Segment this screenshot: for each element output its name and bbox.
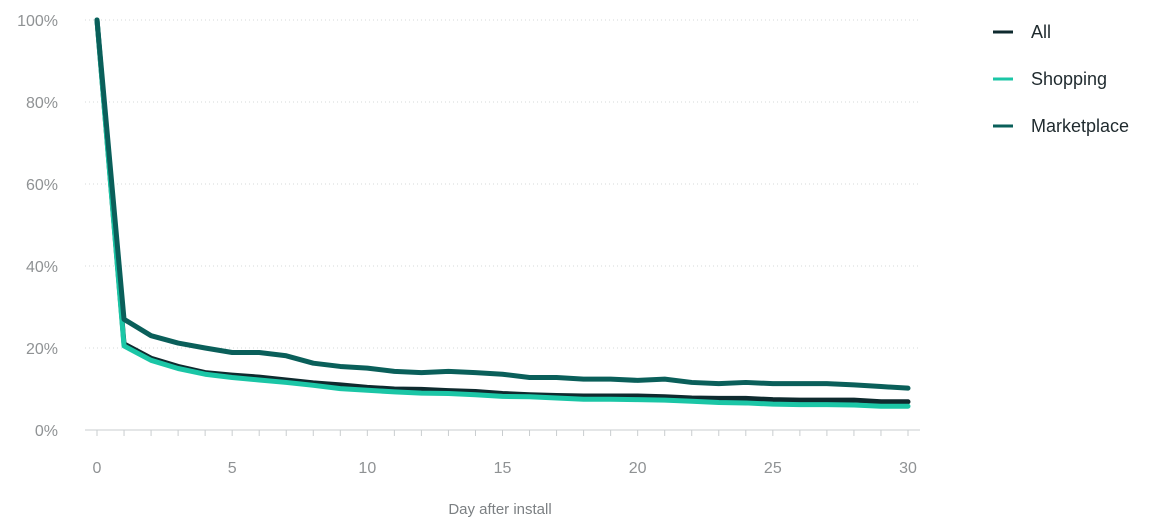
- axis-layer: 0% 20% 40% 60% 80% 100% 0 5 10 15 20 25 30: [17, 13, 920, 477]
- legend-item-marketplace: Marketplace: [993, 116, 1129, 136]
- series-layer: [94, 17, 911, 409]
- x-tick-label: 25: [764, 460, 782, 477]
- legend-item-shopping: Shopping: [993, 69, 1107, 89]
- legend-label: All: [1031, 22, 1051, 42]
- legend-item-all: All: [993, 22, 1051, 42]
- x-tick-label: 0: [93, 460, 102, 477]
- legend-label: Marketplace: [1031, 116, 1129, 136]
- series-line-marketplace: [94, 17, 911, 391]
- legend: All Shopping Marketplace: [993, 22, 1129, 136]
- x-axis-title: Day after install: [448, 501, 551, 518]
- series-line-shopping: [94, 17, 911, 409]
- legend-label: Shopping: [1031, 69, 1107, 89]
- x-tick-label: 30: [899, 460, 917, 477]
- x-tick-label: 20: [629, 460, 647, 477]
- grid-layer: [85, 19, 920, 349]
- x-tick-label: 5: [228, 460, 237, 477]
- series-line-all: [94, 17, 911, 405]
- y-tick-label: 100%: [17, 13, 58, 30]
- x-tick-label: 10: [358, 460, 376, 477]
- y-tick-label: 40%: [26, 259, 58, 276]
- y-tick-label: 0%: [35, 423, 58, 440]
- y-tick-label: 20%: [26, 341, 58, 358]
- y-tick-label: 80%: [26, 95, 58, 112]
- x-tick-label: 15: [494, 460, 512, 477]
- y-tick-label: 60%: [26, 177, 58, 194]
